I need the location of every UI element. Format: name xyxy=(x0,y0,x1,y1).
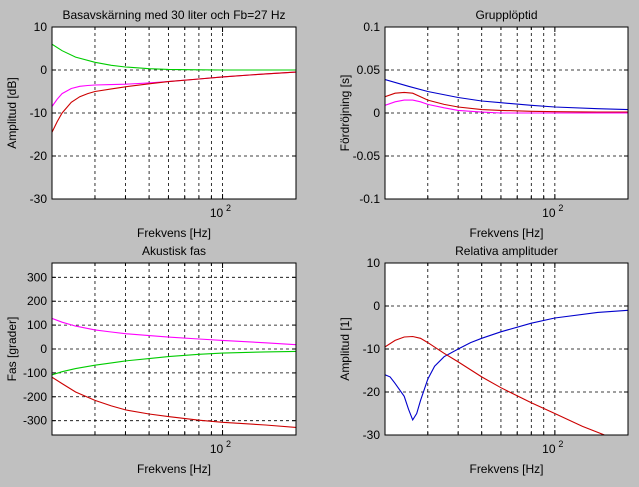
axes-frame xyxy=(51,262,297,436)
panel-acoustic-phase: 300 200 100 0 -100 -200 -300 10 2 Akustisk fas Fre… xyxy=(5,244,297,476)
series-line-3 xyxy=(52,71,296,133)
y-tick-label: -300 xyxy=(23,414,47,428)
series-line-1 xyxy=(385,309,628,422)
y-tick-label: -10 xyxy=(363,342,381,356)
y-tick-label: 0 xyxy=(373,106,380,120)
x-tick-label: 10 xyxy=(542,206,556,220)
y-tick-label: -20 xyxy=(30,149,48,163)
chart-title: Relativa amplituder xyxy=(455,244,558,258)
y-tick-label: -30 xyxy=(30,192,48,206)
y-tick-label: 200 xyxy=(27,294,47,308)
y-tick-label: -10 xyxy=(30,106,48,120)
y-axis-label: Amplitud [dB] xyxy=(5,77,19,148)
y-tick-label: -0.05 xyxy=(353,149,381,163)
x-tick-exponent: 2 xyxy=(558,439,563,449)
y-tick-label: 100 xyxy=(27,318,47,332)
axes-frame xyxy=(51,26,297,200)
chart-title: Basavskärning med 30 liter och Fb=27 Hz xyxy=(62,8,285,22)
chart-title: Akustisk fas xyxy=(142,244,206,258)
y-tick-label: 300 xyxy=(27,270,47,284)
y-axis-label: Fördröjning [s] xyxy=(338,75,352,152)
y-tick-label: 10 xyxy=(367,256,381,270)
series-line-2 xyxy=(52,350,296,376)
series-line-1 xyxy=(52,43,296,71)
x-axis-label: Frekvens [Hz] xyxy=(137,226,211,240)
x-tick-exponent: 2 xyxy=(226,439,231,449)
x-tick-label: 10 xyxy=(210,206,224,220)
y-tick-label: -20 xyxy=(363,385,381,399)
y-tick-label: -200 xyxy=(23,390,47,404)
y-tick-label: 0 xyxy=(40,342,47,356)
y-tick-label: 0 xyxy=(40,63,47,77)
series-line-3 xyxy=(52,376,296,428)
x-axis-label: Frekvens [Hz] xyxy=(469,462,543,476)
series-line-3 xyxy=(385,99,628,114)
series-line-2 xyxy=(385,91,628,113)
x-tick-label: 10 xyxy=(542,442,556,456)
x-tick-exponent: 2 xyxy=(226,203,231,213)
x-tick-label: 10 xyxy=(210,442,224,456)
axes-frame xyxy=(384,262,629,436)
series-line-1 xyxy=(52,317,296,346)
series-line-2 xyxy=(385,335,605,435)
chart-title: Grupplöptid xyxy=(475,8,537,22)
y-axis-label: Fas [grader] xyxy=(5,317,19,382)
x-axis-label: Frekvens [Hz] xyxy=(469,226,543,240)
series-line-1 xyxy=(385,78,628,111)
y-tick-label: 0.1 xyxy=(363,20,380,34)
panel-group-delay: 0.1 0.05 0 -0.05 -0.1 10 2 Grupplöptid Frekvens … xyxy=(338,8,629,240)
x-tick-exponent: 2 xyxy=(558,203,563,213)
y-tick-label: 10 xyxy=(34,20,48,34)
y-tick-label: 0.05 xyxy=(357,63,381,77)
y-tick-label: -0.1 xyxy=(359,192,380,206)
y-tick-label: -30 xyxy=(363,428,381,442)
y-tick-label: -100 xyxy=(23,366,47,380)
axes-frame xyxy=(384,26,629,200)
y-tick-label: 0 xyxy=(373,299,380,313)
x-axis-label: Frekvens [Hz] xyxy=(137,462,211,476)
y-axis-label: Amplitud [1] xyxy=(338,317,352,380)
